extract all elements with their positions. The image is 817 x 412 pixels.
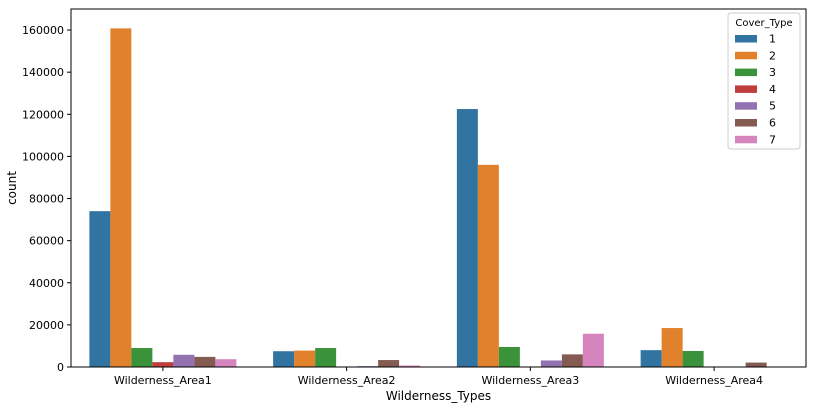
bar-wilderness-area2-cover-6 [378, 360, 400, 367]
bar-wilderness-area3-cover-5 [540, 360, 562, 367]
y-tick-label-20000: 20000 [29, 319, 64, 332]
bars-layer [89, 28, 767, 368]
bar-wilderness-area4-cover-3 [682, 350, 704, 367]
plot-frame [70, 8, 807, 368]
y-tick-label-100000: 100000 [22, 150, 64, 163]
bar-wilderness-area3-cover-2 [477, 164, 499, 367]
bar-wilderness-area3-cover-1 [456, 109, 478, 367]
bar-wilderness-area3-cover-6 [561, 354, 583, 367]
x-tick-label-wilderness-area3: Wilderness_Area3 [481, 374, 579, 387]
bar-wilderness-area2-cover-7 [399, 365, 421, 367]
bar-wilderness-area2-cover-2 [294, 350, 316, 367]
legend-swatch-5 [735, 102, 757, 110]
legend-swatch-3 [735, 68, 757, 77]
bar-wilderness-area4-cover-1 [640, 350, 662, 367]
legend-label-5: 5 [769, 100, 776, 113]
x-tick-label-wilderness-area2: Wilderness_Area2 [298, 374, 396, 387]
legend-swatch-1 [735, 35, 757, 43]
legend-swatch-7 [735, 135, 757, 144]
legend-label-6: 6 [769, 117, 776, 130]
legend-label-4: 4 [769, 83, 776, 96]
bar-wilderness-area1-cover-7 [215, 359, 237, 367]
legend-label-3: 3 [769, 66, 776, 79]
legend: Cover_Type 1 2 3 4 5 6 7 [727, 12, 801, 150]
bar-wilderness-area1-cover-5 [173, 354, 195, 367]
y-tick-label-80000: 80000 [29, 193, 64, 206]
bar-wilderness-area3-cover-7 [582, 333, 604, 367]
legend-label-2: 2 [769, 49, 776, 62]
legend-swatch-6 [735, 119, 757, 127]
axes-layer: 0 20000 40000 60000 80000 100000 120000 140000 1… [22, 8, 807, 387]
x-tick-label-wilderness-area4: Wilderness_Area4 [665, 374, 763, 387]
legend-box [727, 12, 801, 150]
bar-wilderness-area1-cover-6 [194, 356, 216, 367]
y-tick-label-60000: 60000 [29, 235, 64, 248]
bar-wilderness-area2-cover-3 [315, 348, 337, 367]
y-tick-label-160000: 160000 [22, 24, 64, 37]
bar-wilderness-area4-cover-2 [661, 328, 683, 367]
bar-wilderness-area2-cover-1 [273, 351, 295, 367]
x-axis-label: Wilderness_Types [386, 389, 491, 403]
y-tick-label-40000: 40000 [29, 277, 64, 290]
legend-label-1: 1 [769, 33, 776, 46]
x-tick-label-wilderness-area1: Wilderness_Area1 [114, 374, 212, 387]
bar-wilderness-area1-cover-1 [89, 211, 111, 367]
y-axis-label: count [5, 171, 19, 205]
y-tick-label-120000: 120000 [22, 108, 64, 121]
bar-wilderness-area1-cover-3 [131, 348, 153, 367]
y-tick-label-140000: 140000 [22, 66, 64, 79]
bar-wilderness-area3-cover-3 [498, 346, 520, 367]
legend-swatch-4 [735, 85, 757, 93]
y-tick-label-0: 0 [57, 361, 64, 374]
bar-wilderness-area1-cover-4 [152, 362, 174, 367]
bar-wilderness-area1-cover-2 [110, 28, 132, 368]
legend-label-7: 7 [769, 133, 776, 146]
legend-swatch-2 [735, 51, 757, 60]
bar-wilderness-area4-cover-6 [745, 362, 767, 367]
legend-title: Cover_Type [735, 18, 792, 29]
